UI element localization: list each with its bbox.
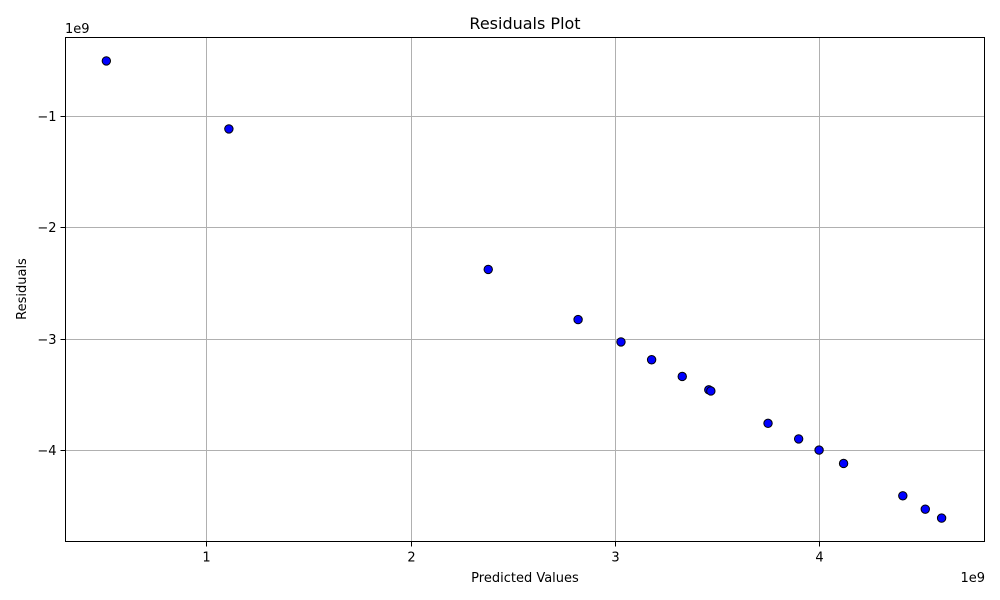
x-tick-label: 4: [815, 551, 823, 566]
y-axis-label: Residuals: [15, 258, 30, 320]
chart-title: Residuals Plot: [469, 14, 580, 33]
scatter-point: [920, 504, 930, 514]
x-tick-label: 3: [611, 551, 619, 566]
y-tick-label: −3: [37, 333, 56, 348]
scatter-point: [814, 445, 824, 455]
scatter-point: [793, 434, 804, 444]
scatter-point: [101, 56, 112, 66]
y-axis-multiplier: 1e9: [65, 22, 90, 37]
scatter-point: [616, 337, 626, 347]
y-tick-label: −2: [37, 221, 56, 236]
scatter-point: [483, 264, 493, 275]
x-axis-multiplier: 1e9: [960, 571, 985, 586]
x-tick-label: 1: [202, 551, 210, 566]
scatter-point: [898, 491, 908, 501]
scatter-point: [646, 355, 657, 365]
scatter-point: [763, 418, 773, 429]
scatter-point: [936, 513, 947, 523]
axis-ticks: 1 2 3 4 −1 −2 −3 −4: [37, 110, 823, 566]
y-tick-label: −4: [37, 444, 56, 459]
scatter-point: [706, 386, 716, 396]
y-tick-label: −1: [37, 110, 56, 125]
scatter-point: [677, 371, 687, 382]
x-tick-label: 2: [407, 551, 415, 566]
scatter-point: [838, 458, 849, 469]
scatter-point: [573, 314, 583, 325]
plot-frame: [65, 37, 985, 542]
grid-lines: [65, 37, 985, 542]
x-axis-label: Predicted Values: [471, 571, 579, 586]
scatter-point: [224, 124, 234, 134]
scatter-points: [101, 56, 947, 523]
